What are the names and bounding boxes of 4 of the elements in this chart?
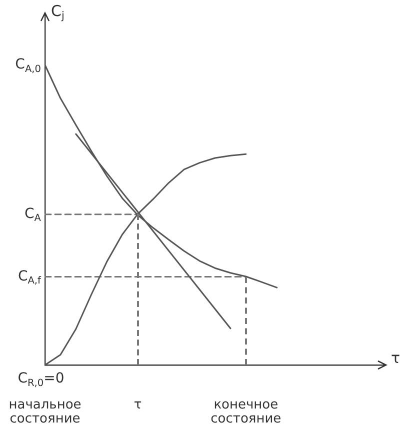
x-tick-label: конечное состояние: [210, 397, 282, 426]
x-axis-title: τ: [391, 348, 400, 367]
x-tick-label: начальное состояние: [8, 397, 82, 426]
x-tick-label: τ: [134, 397, 142, 412]
